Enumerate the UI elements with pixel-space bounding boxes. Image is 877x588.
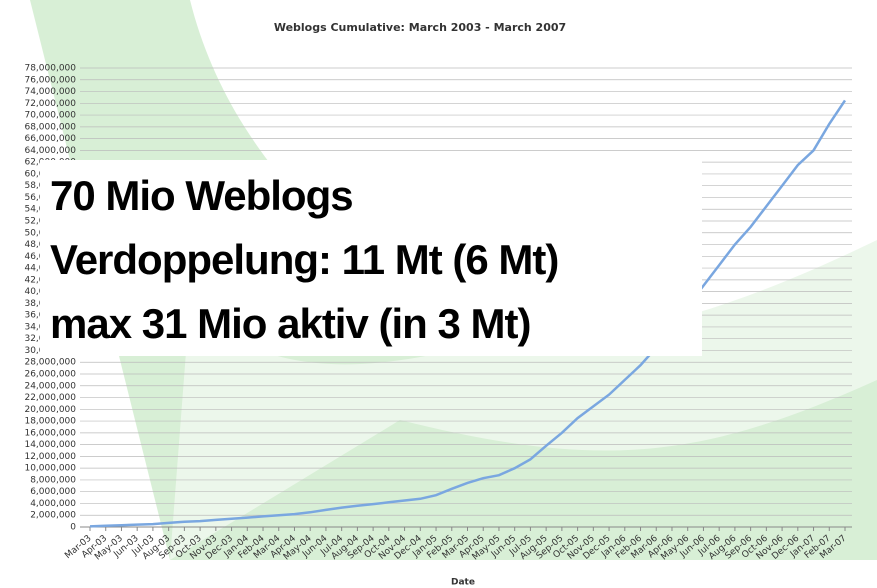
x-axis-label: Date	[451, 578, 475, 588]
y-tick-label: 28,000,000	[24, 358, 76, 368]
y-tick-label: 78,000,000	[24, 64, 76, 74]
y-tick-label: 4,000,000	[30, 499, 76, 509]
y-tick-label: 64,000,000	[24, 146, 76, 156]
y-tick-label: 18,000,000	[24, 417, 76, 427]
annotation: 70 Mio Weblogs	[50, 172, 353, 219]
y-tick-label: 68,000,000	[24, 122, 76, 132]
y-tick-label: 74,000,000	[24, 87, 76, 97]
y-tick-label: 22,000,000	[24, 393, 76, 403]
y-tick-label: 26,000,000	[24, 370, 76, 380]
chart-title: Weblogs Cumulative: March 2003 - March 2…	[274, 21, 566, 34]
annotation: max 31 Mio aktiv (in 3 Mt)	[50, 300, 530, 347]
y-tick-label: 66,000,000	[24, 134, 76, 144]
y-tick-label: 10,000,000	[24, 464, 76, 474]
y-tick-label: 12,000,000	[24, 452, 76, 462]
data-line	[89, 99, 847, 528]
y-tick-label: 8,000,000	[30, 475, 76, 485]
y-tick-label: 24,000,000	[24, 381, 76, 391]
y-tick-label: 70,000,000	[24, 111, 76, 121]
y-tick-label: 2,000,000	[30, 511, 76, 521]
y-tick-label: 72,000,000	[24, 99, 76, 109]
y-tick-label: 76,000,000	[24, 75, 76, 85]
y-tick-label: 0	[70, 523, 76, 533]
y-tick-label: 6,000,000	[30, 487, 76, 497]
annotation-box	[40, 160, 702, 356]
annotation: Verdoppelung: 11 Mt (6 Mt)	[50, 236, 558, 283]
y-tick-label: 16,000,000	[24, 428, 76, 438]
y-tick-label: 14,000,000	[24, 440, 76, 450]
y-tick-label: 20,000,000	[24, 405, 76, 415]
